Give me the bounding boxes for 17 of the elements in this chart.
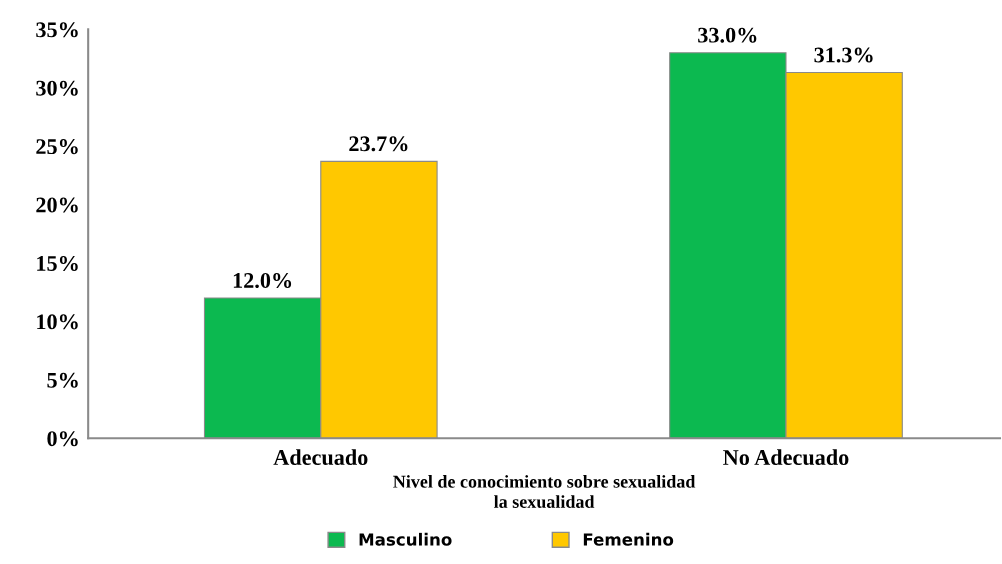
y-tick-label: 30%: [36, 80, 78, 96]
y-tick-label: 0%: [47, 431, 78, 447]
x-axis-title: Nivel de conocimiento sobre sexualidad la sexualidad: [393, 475, 696, 508]
y-tick-label: 15%: [37, 255, 78, 271]
x-tick-label: Adecuado: [273, 449, 368, 466]
y-tick-label: 10%: [37, 314, 78, 330]
y-tick-label: 25%: [36, 139, 78, 155]
y-tick-label: 5%: [47, 372, 78, 388]
data-label: 33.0%: [698, 27, 757, 43]
data-label: 12.0%: [233, 272, 292, 289]
legend-label: Masculino: [359, 532, 452, 546]
legend-label: Femenino: [583, 532, 674, 546]
y-tick-label: 20%: [36, 197, 78, 213]
data-label: 31.3%: [814, 47, 873, 63]
y-tick-label: 35%: [36, 22, 78, 38]
x-tick-label: No Adecuado: [723, 449, 849, 466]
data-label: 23.7%: [349, 136, 408, 152]
